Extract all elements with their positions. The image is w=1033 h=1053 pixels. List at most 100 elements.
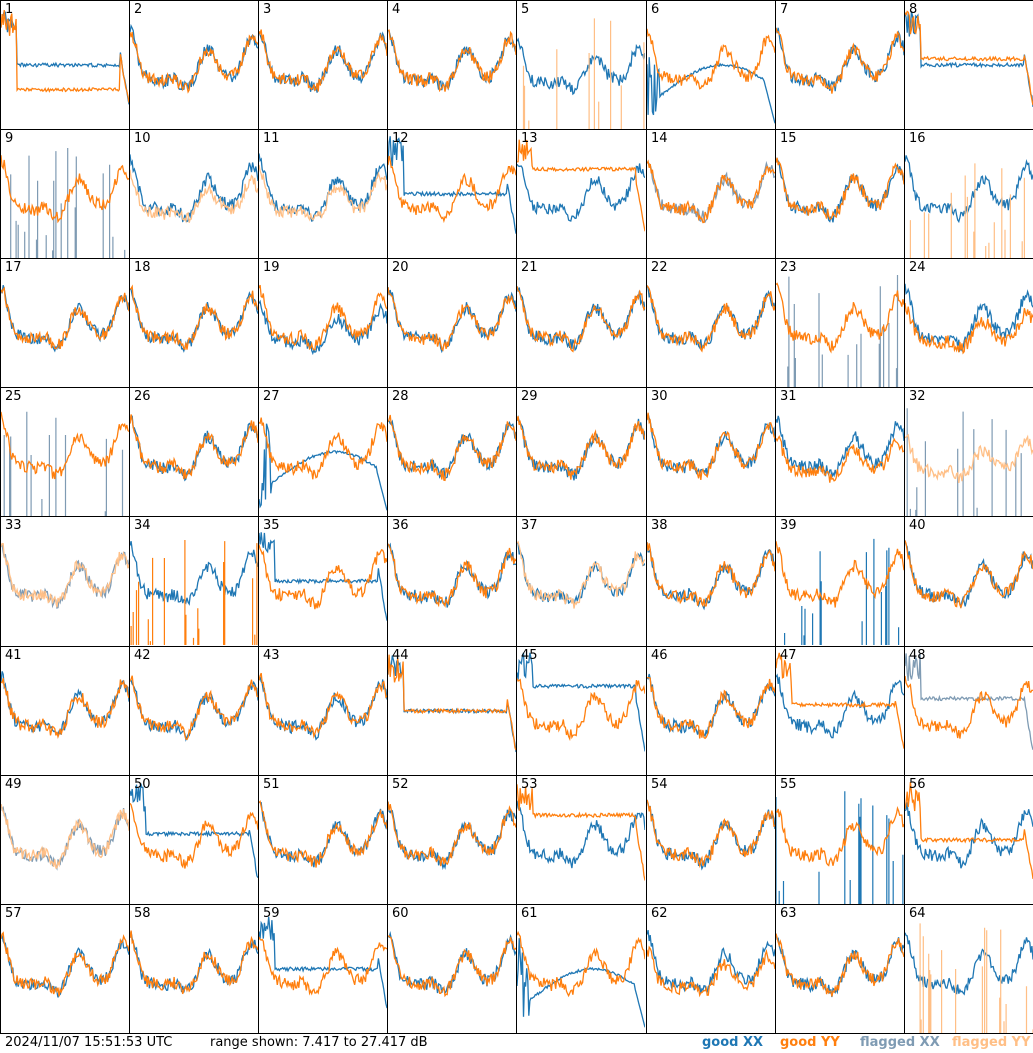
spectrum-plot-17 — [1, 285, 129, 353]
antenna-panel-52: 52 — [387, 775, 517, 905]
series-yy-line-58 — [130, 930, 258, 995]
series-yy-line-15 — [776, 157, 904, 220]
series-yy-line-29 — [517, 416, 645, 480]
antenna-panel-59: 59 — [258, 904, 388, 1034]
antenna-panel-16: 16 — [904, 129, 1033, 259]
series-xx-line-38 — [647, 542, 775, 611]
series-xx-line-8 — [905, 11, 1033, 107]
panel-label: 56 — [909, 777, 926, 792]
panel-label: 18 — [134, 260, 151, 275]
spectrum-plot-64 — [905, 923, 1033, 1033]
series-yy-line-45 — [517, 678, 645, 742]
spectrum-plot-46 — [647, 673, 775, 740]
series-xx-line-20 — [388, 287, 516, 354]
spectrum-plot-41 — [1, 671, 129, 739]
spectrum-plot-43 — [259, 672, 387, 741]
antenna-panel-15: 15 — [775, 129, 905, 259]
antenna-panel-43: 43 — [258, 646, 388, 776]
antenna-panel-10: 10 — [129, 129, 259, 259]
antenna-panel-27: 27 — [258, 387, 388, 517]
panel-label: 10 — [134, 131, 151, 146]
spectrum-plot-11 — [259, 153, 387, 222]
spectrum-plot-8 — [905, 10, 1033, 107]
series-xx-line-32 — [906, 408, 1022, 516]
panel-label: 29 — [521, 389, 538, 404]
spectrum-plot-61 — [517, 930, 645, 1028]
series-xx-line-48 — [905, 653, 1033, 750]
antenna-panel-33: 33 — [0, 516, 130, 647]
panel-label: 21 — [521, 260, 538, 275]
spectrum-plot-5 — [517, 18, 645, 129]
series-yy-line-50 — [130, 802, 258, 869]
spectrum-plot-32 — [905, 408, 1033, 516]
spectrum-plot-55 — [776, 791, 904, 904]
antenna-panel-60: 60 — [387, 904, 517, 1034]
series-yy-line-9 — [1, 155, 129, 224]
spectrum-plot-18 — [130, 284, 258, 353]
series-xx-line-1 — [1, 9, 129, 105]
antenna-panel-55: 55 — [775, 775, 905, 905]
legend-flagged-xx: flagged XX — [860, 1035, 940, 1050]
spectrum-plot-13 — [517, 139, 645, 232]
series-xx-line-4 — [388, 29, 516, 92]
panel-label: 19 — [263, 260, 280, 275]
panel-label: 9 — [5, 131, 14, 146]
antenna-panel-31: 31 — [775, 387, 905, 517]
antenna-panel-47: 47 — [775, 646, 905, 776]
series-xx-line-22 — [647, 285, 775, 350]
spectrum-plot-30 — [647, 412, 775, 480]
series-yy-line-11 — [259, 164, 387, 222]
series-yy-line-36 — [388, 543, 516, 608]
spectrum-plot-54 — [647, 799, 775, 871]
antenna-panel-32: 32 — [904, 387, 1033, 517]
panel-label: 53 — [521, 777, 538, 792]
spectrum-plot-44 — [388, 654, 516, 753]
series-yy-line-59 — [259, 936, 387, 996]
series-xx-line-44 — [388, 655, 516, 753]
spectrum-plot-59 — [259, 916, 387, 1009]
spectrum-plot-21 — [517, 286, 645, 353]
panel-label: 54 — [651, 777, 668, 792]
antenna-panel-48: 48 — [904, 646, 1033, 776]
series-yy-line-28 — [388, 414, 516, 482]
range-text: range shown: 7.417 to 27.417 dB — [210, 1035, 428, 1050]
series-xx-line-18 — [130, 288, 258, 353]
panel-label: 55 — [780, 777, 797, 792]
antenna-panel-61: 61 — [516, 904, 647, 1034]
series-xx-line-35 — [259, 532, 387, 621]
series-xx-line-40 — [905, 540, 1033, 608]
spectrum-plot-48 — [905, 653, 1033, 750]
antenna-panel-20: 20 — [387, 258, 517, 388]
spectrum-plot-63 — [776, 933, 904, 998]
panel-label: 50 — [134, 777, 151, 792]
panel-label: 52 — [392, 777, 409, 792]
series-yy-line-49 — [1, 804, 129, 869]
series-xx-line-6 — [647, 57, 775, 124]
series-xx-line-29 — [517, 415, 645, 481]
panel-label: 3 — [263, 2, 272, 17]
series-xx-line-11 — [259, 153, 387, 222]
series-xx-line-26 — [130, 414, 258, 482]
panel-label: 60 — [392, 906, 409, 921]
antenna-panel-5: 5 — [516, 0, 647, 130]
spectrum-plot-33 — [1, 542, 129, 609]
series-xx-line-12 — [388, 136, 516, 234]
series-yy-line-18 — [130, 284, 258, 351]
panel-label: 24 — [909, 260, 926, 275]
spectrum-plot-1 — [1, 9, 129, 105]
series-yy-line-43 — [259, 672, 387, 739]
series-yy-line-40 — [905, 540, 1033, 609]
spectrum-plot-34 — [130, 540, 258, 645]
panel-label: 27 — [263, 389, 280, 404]
series-yy-line-54 — [647, 799, 775, 869]
antenna-panel-18: 18 — [129, 258, 259, 388]
series-yy-line-20 — [388, 287, 516, 352]
spectrum-plot-47 — [776, 652, 904, 749]
spectrum-plot-29 — [517, 415, 645, 481]
spectrum-plot-4 — [388, 29, 516, 93]
antenna-panel-41: 41 — [0, 646, 130, 776]
series-xx-line-16 — [905, 155, 1033, 224]
panel-label: 43 — [263, 648, 280, 663]
series-xx-line-34 — [130, 541, 258, 606]
series-yy-line-63 — [776, 933, 904, 997]
